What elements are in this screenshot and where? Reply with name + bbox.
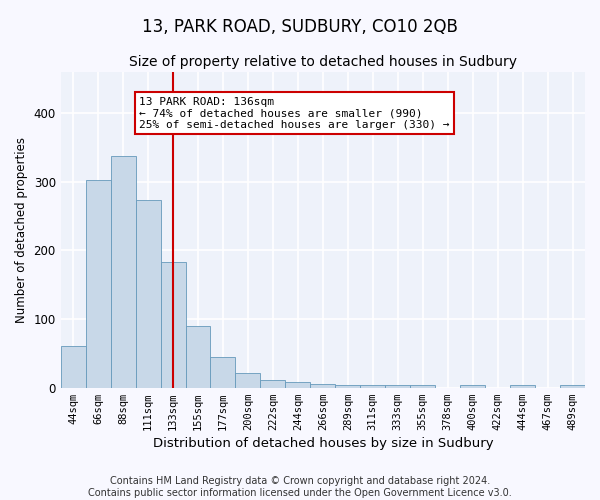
Text: 13, PARK ROAD, SUDBURY, CO10 2QB: 13, PARK ROAD, SUDBURY, CO10 2QB (142, 18, 458, 36)
Text: Contains HM Land Registry data © Crown copyright and database right 2024.
Contai: Contains HM Land Registry data © Crown c… (88, 476, 512, 498)
Text: 13 PARK ROAD: 136sqm
← 74% of detached houses are smaller (990)
25% of semi-deta: 13 PARK ROAD: 136sqm ← 74% of detached h… (139, 97, 450, 130)
Bar (460, 385, 485, 388)
Bar (510, 385, 535, 388)
Bar (61, 346, 86, 388)
Bar (385, 385, 410, 388)
Bar (161, 262, 185, 388)
Bar (310, 384, 335, 388)
Bar (286, 382, 310, 388)
Title: Size of property relative to detached houses in Sudbury: Size of property relative to detached ho… (129, 55, 517, 69)
Bar (560, 385, 585, 388)
Bar (86, 180, 110, 388)
Bar (360, 385, 385, 388)
Bar (110, 156, 136, 388)
Bar (260, 380, 286, 388)
Bar (185, 326, 211, 388)
Bar (136, 200, 161, 388)
Bar (410, 385, 435, 388)
Bar (211, 357, 235, 388)
Bar (235, 372, 260, 388)
X-axis label: Distribution of detached houses by size in Sudbury: Distribution of detached houses by size … (152, 437, 493, 450)
Bar (335, 385, 360, 388)
Y-axis label: Number of detached properties: Number of detached properties (15, 136, 28, 322)
